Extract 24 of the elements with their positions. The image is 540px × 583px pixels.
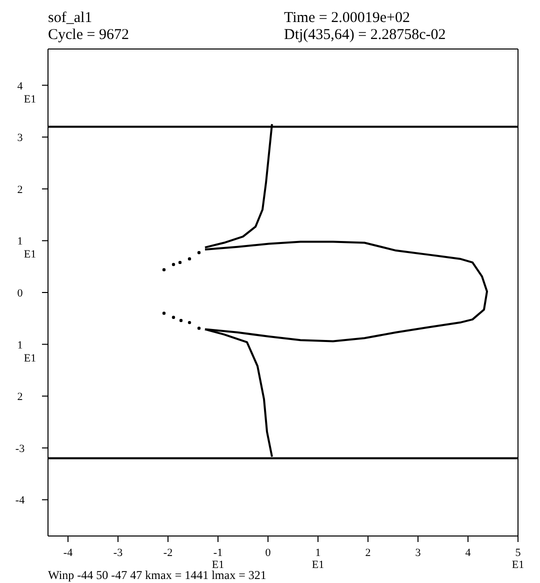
- x-tick-label: 2: [365, 547, 371, 559]
- y-tick-label: 0: [17, 288, 24, 300]
- x-tick-label: 5 E1: [512, 547, 524, 571]
- y-tick-label: 2: [17, 391, 23, 404]
- x-tick-label: -2: [163, 547, 173, 559]
- x-tick-label: -4: [63, 547, 74, 559]
- y-tick-label: 3: [17, 132, 24, 144]
- y-tick-label: -3: [15, 442, 26, 455]
- y-tick-label: 2: [17, 184, 23, 196]
- y-tick-label: 1 E1: [17, 236, 36, 261]
- text: Winp -44 50 -47 47 kmax = 1441 lmax = 321: [48, 568, 266, 583]
- x-tick-label: -3: [113, 547, 124, 559]
- x-tick-label: 1 E1: [312, 547, 324, 571]
- y-tick-label: -4: [15, 494, 26, 507]
- x-tick-label: 3: [415, 547, 422, 559]
- chart-subtitle: Cycle = 9672: [48, 27, 129, 44]
- x-tick-label: -1 E1: [212, 547, 224, 571]
- x-tick-label: 4: [465, 547, 472, 559]
- text: Dtj(435,64) = 2.28758c-02: [284, 27, 446, 44]
- y-tick-label: 1 E1: [17, 339, 36, 364]
- chart-title: sof_al1: [48, 10, 94, 27]
- y-tick-label: 4 E1: [17, 80, 36, 106]
- text: Time = 2.00019e+02: [284, 10, 411, 27]
- x-tick-label: 0: [265, 547, 272, 559]
